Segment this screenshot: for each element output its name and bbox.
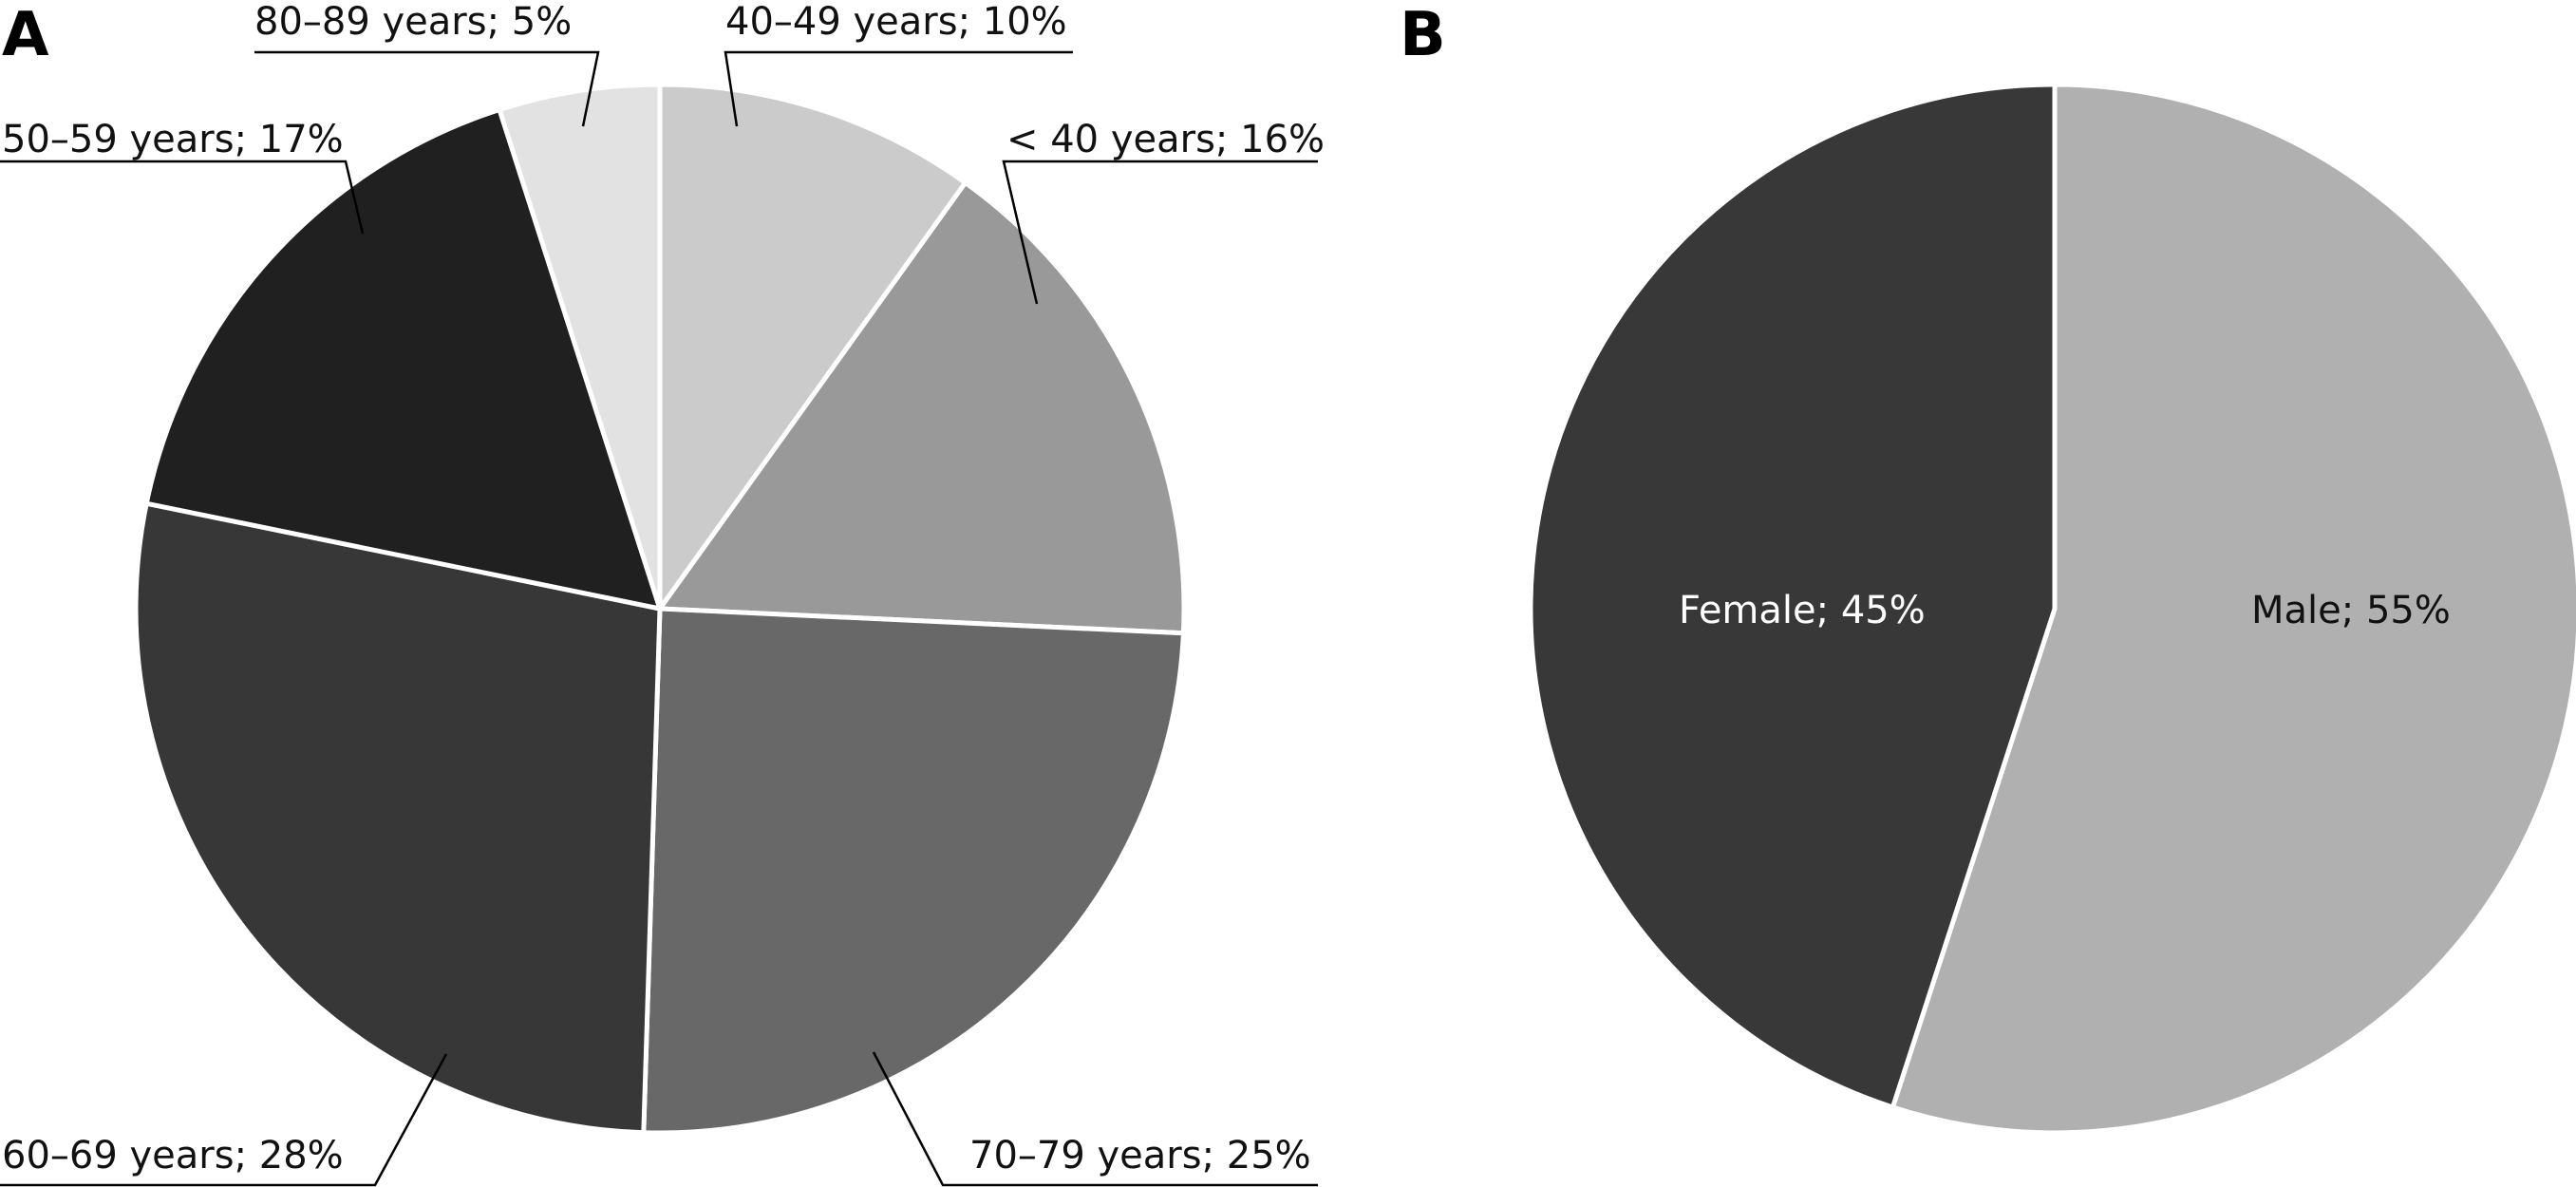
slice-70-79 <box>641 606 1186 1136</box>
leader-80-89 <box>254 50 600 127</box>
age-callouts: 80–89 years; 5% 40–49 years; 10% 50–59 y… <box>0 0 1325 1187</box>
panel-label-b: B <box>1400 0 1446 70</box>
label-60-69: 60–69 years; 28% <box>2 1134 344 1178</box>
slice-male <box>1890 82 2576 1136</box>
label-50-59: 50–59 years; 17% <box>2 118 344 161</box>
age-pie-chart <box>133 82 1187 1136</box>
slice-80-89 <box>497 82 663 612</box>
slice-60-69 <box>133 500 663 1136</box>
sex-pie-chart <box>1528 82 2576 1136</box>
label-female: Female; 45% <box>1679 589 1926 632</box>
leader-70-79 <box>872 1051 1318 1187</box>
slice-50-59 <box>143 106 663 612</box>
label-40-49: 40–49 years; 10% <box>725 0 1067 44</box>
slice-female <box>1528 82 2058 1110</box>
leader-50-59 <box>0 160 365 235</box>
leader-under-40 <box>1002 160 1318 305</box>
leader-60-69 <box>0 1053 448 1187</box>
label-male: Male; 55% <box>2251 589 2451 632</box>
label-under-40: < 40 years; 16% <box>1006 118 1325 161</box>
panel-label-a: A <box>2 0 49 70</box>
slice-under-40 <box>657 179 1187 636</box>
label-70-79: 70–79 years; 25% <box>969 1134 1311 1178</box>
slice-40-49 <box>657 82 968 612</box>
leader-40-49 <box>724 50 1073 127</box>
label-80-89: 80–89 years; 5% <box>254 0 572 44</box>
